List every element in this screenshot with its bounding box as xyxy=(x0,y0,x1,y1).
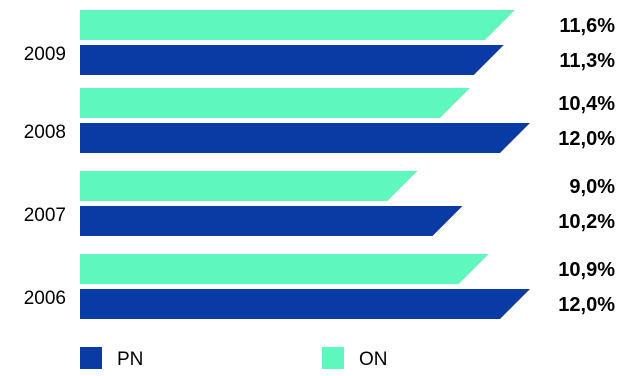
year-label-2009: 2009 xyxy=(24,44,66,65)
value-label-pn-2008: 12,0% xyxy=(558,128,615,150)
bar-on-2008 xyxy=(80,88,470,118)
value-label-on-2006: 10,9% xyxy=(558,259,615,281)
value-label-on-2008: 10,4% xyxy=(558,93,615,115)
legend-label-pn: PN xyxy=(117,349,143,370)
bar-pn-2008 xyxy=(80,123,530,153)
legend-swatch-pn xyxy=(80,347,102,369)
value-label-pn-2006: 12,0% xyxy=(558,294,615,316)
legend-label-on: ON xyxy=(359,349,388,370)
year-label-2008: 2008 xyxy=(24,122,66,143)
year-label-2007: 2007 xyxy=(24,205,66,226)
bar-on-2009 xyxy=(80,10,515,40)
value-label-on-2007: 9,0% xyxy=(569,176,615,198)
value-label-pn-2007: 10,2% xyxy=(558,211,615,233)
bar-pn-2007 xyxy=(80,206,463,236)
legend-swatch-on xyxy=(322,347,344,369)
bar-on-2006 xyxy=(80,254,489,284)
value-label-pn-2009: 11,3% xyxy=(559,50,615,72)
bar-on-2007 xyxy=(80,171,418,201)
bar-pn-2006 xyxy=(80,289,530,319)
year-label-2006: 2006 xyxy=(24,288,66,309)
bar-pn-2009 xyxy=(80,45,504,75)
value-label-on-2009: 11,6% xyxy=(559,15,615,37)
